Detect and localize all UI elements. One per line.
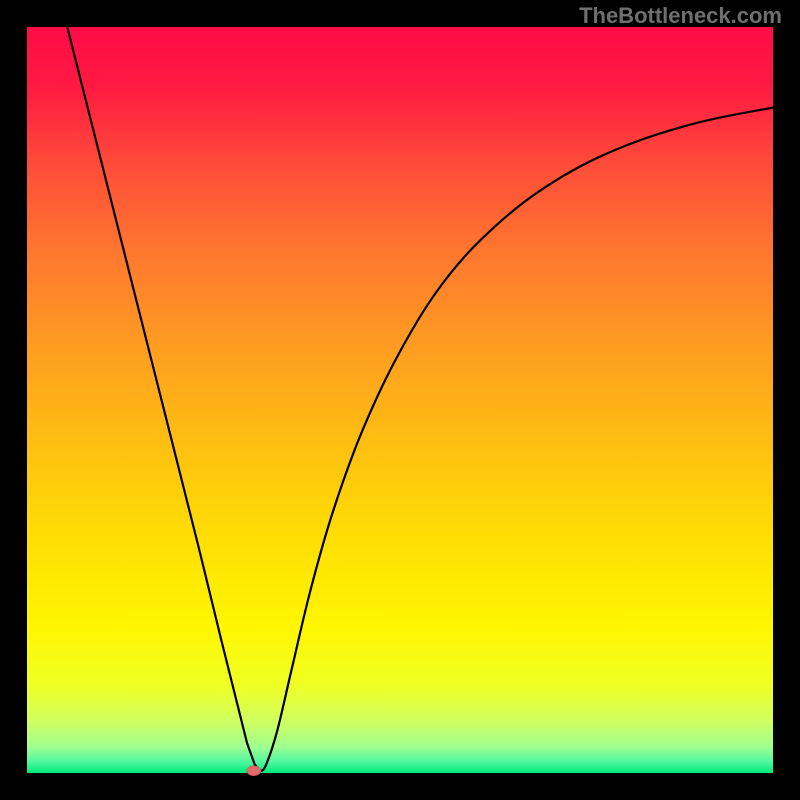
plot-background [27, 27, 773, 773]
watermark-text: TheBottleneck.com [579, 3, 782, 29]
minimum-marker [247, 766, 261, 776]
bottleneck-chart [0, 0, 800, 800]
